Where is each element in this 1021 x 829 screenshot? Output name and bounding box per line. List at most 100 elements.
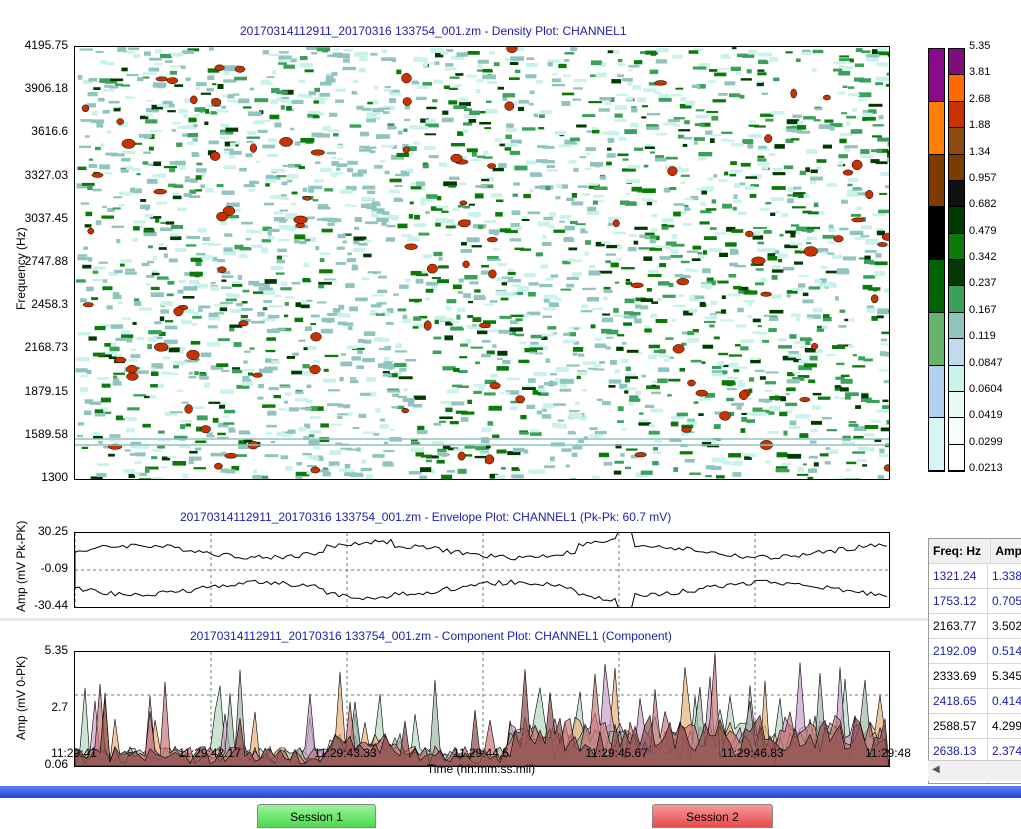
session-2-tab[interactable]: Session 2 (652, 804, 773, 828)
density-cell (711, 116, 718, 121)
density-cell (424, 63, 428, 67)
density-cell (757, 70, 764, 72)
density-cell (716, 475, 725, 478)
density-cell (290, 128, 294, 131)
density-cell (740, 346, 748, 350)
density-cell (437, 453, 450, 456)
freq-cell[interactable]: 2163.77 (929, 614, 988, 638)
density-cell (477, 79, 484, 82)
density-cell (548, 407, 552, 409)
density-cell (627, 350, 639, 353)
density-cell (246, 141, 253, 143)
density-cell (530, 172, 541, 176)
amp-cell[interactable]: 1.338 (988, 564, 1021, 588)
density-cell (268, 232, 272, 236)
density-cell (513, 448, 525, 452)
freq-cell[interactable]: 1753.12 (929, 589, 988, 613)
density-cell (581, 389, 587, 391)
freq-cell[interactable]: 1321.24 (929, 564, 988, 588)
amp-cell[interactable]: 5.345 (988, 664, 1021, 688)
density-cell (327, 403, 340, 406)
density-cell (741, 78, 752, 80)
density-hotspot (174, 307, 184, 316)
freq-cell[interactable]: 2333.69 (929, 664, 988, 688)
session-1-tab[interactable]: Session 1 (257, 804, 376, 828)
density-cell (109, 347, 119, 352)
density-cell (736, 325, 746, 328)
density-cell (216, 109, 222, 112)
freq-cell[interactable]: 2192.09 (929, 639, 988, 663)
density-cell (265, 454, 279, 457)
density-cell (839, 325, 847, 328)
density-cell (641, 471, 653, 475)
density-cell (416, 181, 425, 186)
density-cell (753, 319, 761, 323)
density-cell (694, 137, 705, 141)
density-cell (644, 329, 652, 333)
legend-coarse-swatch (929, 207, 944, 260)
density-cell (652, 385, 656, 387)
amp-cell[interactable]: 3.502 (988, 614, 1021, 638)
density-cell (787, 294, 791, 297)
density-cell (560, 389, 572, 392)
density-cell (840, 310, 846, 313)
density-cell (844, 319, 848, 321)
density-cell (698, 413, 703, 416)
density-cell (469, 111, 480, 115)
density-cell (160, 228, 172, 232)
density-cell (496, 291, 508, 295)
density-cell (817, 159, 827, 163)
density-cell (607, 153, 616, 158)
density-cell (269, 387, 279, 390)
density-cell (717, 281, 728, 284)
density-cell (544, 299, 550, 303)
density-cell (741, 339, 754, 343)
density-cell (746, 419, 755, 423)
freq-cell[interactable]: 2418.65 (929, 689, 988, 713)
header-freq[interactable]: Freq: Hz (929, 539, 991, 563)
table-horizontal-scrollbar[interactable]: ◀ (928, 760, 1021, 781)
table-header[interactable]: Freq: Hz Amp (929, 539, 1021, 564)
density-cell (292, 100, 304, 104)
amp-cell[interactable]: 0.414 (988, 689, 1021, 713)
envelope-lower-line (75, 550, 887, 607)
density-plot[interactable] (74, 46, 890, 480)
density-cell (851, 129, 863, 134)
density-cell (301, 305, 310, 309)
legend-value-7: 0.479 (969, 225, 997, 237)
density-cell (134, 301, 142, 306)
density-cell (114, 270, 123, 273)
freq-cell[interactable]: 2588.57 (929, 714, 988, 738)
density-hotspot (402, 73, 412, 83)
amp-cell[interactable]: 4.299 (988, 714, 1021, 738)
density-cell (475, 193, 484, 198)
header-amp[interactable]: Amp (991, 539, 1021, 563)
density-cell (879, 193, 887, 195)
envelope-plot[interactable] (74, 532, 890, 608)
density-cell (825, 283, 837, 288)
density-cell (455, 73, 463, 76)
density-cell (220, 132, 226, 135)
density-cell (687, 338, 700, 343)
scroll-left-icon[interactable]: ◀ (932, 764, 940, 775)
density-cell (229, 327, 234, 331)
density-cell (530, 347, 543, 350)
amp-cell[interactable]: 0.514 (988, 639, 1021, 663)
density-cell (180, 424, 185, 429)
density-cell (780, 396, 786, 401)
density-cell (224, 71, 230, 75)
density-cell (765, 202, 771, 204)
density-hotspot (403, 98, 412, 106)
density-cell (207, 342, 220, 347)
amp-cell[interactable]: 0.705 (988, 589, 1021, 613)
density-cell (135, 461, 142, 464)
density-cell (414, 223, 427, 227)
